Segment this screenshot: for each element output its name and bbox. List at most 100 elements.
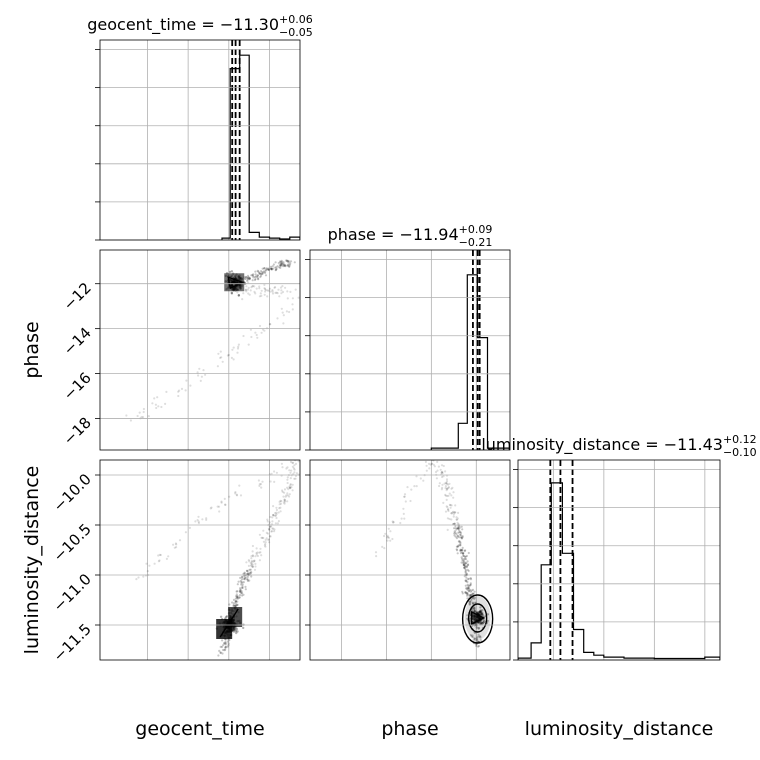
panel-frame (99, 249, 301, 451)
scatter-panel-phase_vs_luminosity_distance-plot-area: −18 −16 −14 −12 (341, 460, 494, 660)
scatter-point (254, 292, 257, 295)
scatter-point (236, 603, 239, 607)
scatter-point (278, 295, 281, 298)
scatter-point (474, 614, 477, 618)
scatter-point (286, 260, 289, 263)
scatter-point (282, 322, 285, 325)
scatter-point (456, 526, 460, 529)
scatter-point (476, 616, 479, 619)
panel-title: geocent_time = −11.30+0.06 −0.05 (87, 13, 313, 39)
scatter-point (284, 495, 287, 498)
scatter-point (235, 631, 238, 635)
scatter-point (255, 547, 258, 550)
scatter-point (448, 492, 451, 495)
scatter-point (234, 492, 237, 495)
scatter-point (258, 287, 261, 290)
scatter-point (471, 634, 474, 637)
density-fill (228, 607, 243, 627)
scatter-point (447, 486, 450, 490)
scatter-point (458, 540, 461, 543)
scatter-point (477, 611, 480, 614)
scatter-point (258, 551, 261, 554)
scatter-point (440, 471, 443, 474)
scatter-panel-geocent_time_vs_luminosity_distance: −12.6−12.0−11.4−10.8 −11.5 −11.0 −10.5 −10.0 (50, 459, 301, 665)
scatter-point (288, 493, 291, 496)
scatter-point (281, 466, 284, 469)
scatter-point (438, 482, 441, 485)
scatter-point (231, 629, 235, 632)
scatter-point (479, 621, 483, 624)
scatter-point (230, 356, 233, 359)
scatter-point (467, 593, 470, 597)
scatter-point (452, 513, 455, 516)
x-gridlines (341, 460, 477, 660)
scatter-point (480, 612, 483, 615)
scatter-point (219, 615, 223, 618)
scatter-point (294, 477, 297, 480)
scatter-point (443, 482, 446, 485)
scatter-point (250, 335, 253, 339)
scatter-point (197, 374, 200, 377)
scatter-point (446, 528, 449, 532)
contour-inner (219, 608, 239, 638)
scatter-point (242, 292, 245, 295)
scatter-point (386, 539, 389, 542)
scatter-point (222, 648, 225, 652)
scatter-point (457, 527, 460, 530)
scatter-point (474, 618, 477, 621)
scatter-point (283, 502, 286, 505)
scatter-point (454, 504, 457, 507)
scatter-point (293, 471, 296, 474)
scatter-point (157, 554, 160, 557)
scatter-point (239, 589, 242, 592)
scatter-point (469, 578, 473, 581)
scatter-point (456, 517, 459, 520)
scatter-point (442, 501, 445, 504)
scatter-point (264, 288, 267, 292)
scatter-point (468, 585, 471, 588)
scatter-point (269, 323, 272, 326)
scatter-point (224, 646, 227, 649)
scatter-point (460, 561, 463, 564)
scatter-point (234, 602, 237, 605)
scatter-point (464, 549, 467, 552)
scatter-point (232, 629, 236, 632)
scatter-point (415, 475, 418, 478)
scatter-point (250, 564, 253, 567)
scatter-point (464, 555, 467, 558)
scatter-point (251, 565, 254, 568)
scatter-point (279, 264, 282, 267)
scatter-point (272, 505, 275, 508)
scatter-point (246, 575, 249, 579)
scatter-point (402, 507, 405, 510)
scatter-point (273, 530, 276, 533)
scatter-point (464, 592, 468, 595)
scatter-point (235, 595, 238, 598)
scatter-point (449, 506, 452, 509)
y-ticks (305, 474, 310, 626)
scatter-point (239, 579, 242, 583)
y-tick-label: −11.5 (50, 620, 95, 665)
scatter-point (471, 592, 475, 595)
scatter-point (258, 484, 261, 487)
scatter-point (473, 637, 476, 641)
scatter-point (224, 643, 227, 646)
scatter-point (441, 470, 444, 473)
scatter-point (481, 609, 484, 612)
scatter-point (406, 486, 409, 489)
scatter-point (249, 568, 252, 571)
scatter-point (466, 594, 469, 597)
scatter-point (461, 592, 464, 595)
scatter-point (246, 278, 249, 281)
scatter-point (468, 600, 472, 603)
scatter-point (435, 477, 438, 480)
scatter-point (228, 495, 231, 498)
scatter-point (180, 387, 184, 390)
scatter-point (271, 290, 274, 293)
scatter-point (294, 462, 298, 465)
scatter-point (245, 290, 248, 293)
scatter-point (286, 481, 289, 485)
scatter-point (460, 549, 463, 552)
scatter-point (286, 264, 290, 267)
scatter-point (267, 538, 270, 541)
